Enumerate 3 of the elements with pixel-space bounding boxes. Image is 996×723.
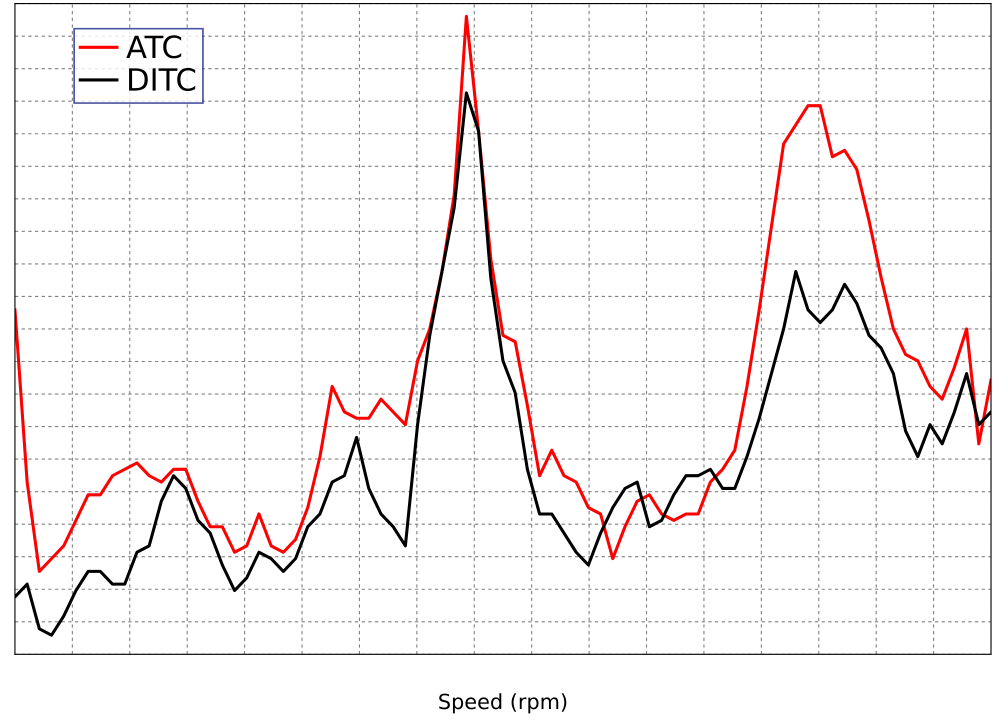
legend-label: ATC xyxy=(126,35,182,58)
x-axis-title: Speed (rpm) xyxy=(439,693,566,714)
legend-label: DITC xyxy=(129,68,196,92)
